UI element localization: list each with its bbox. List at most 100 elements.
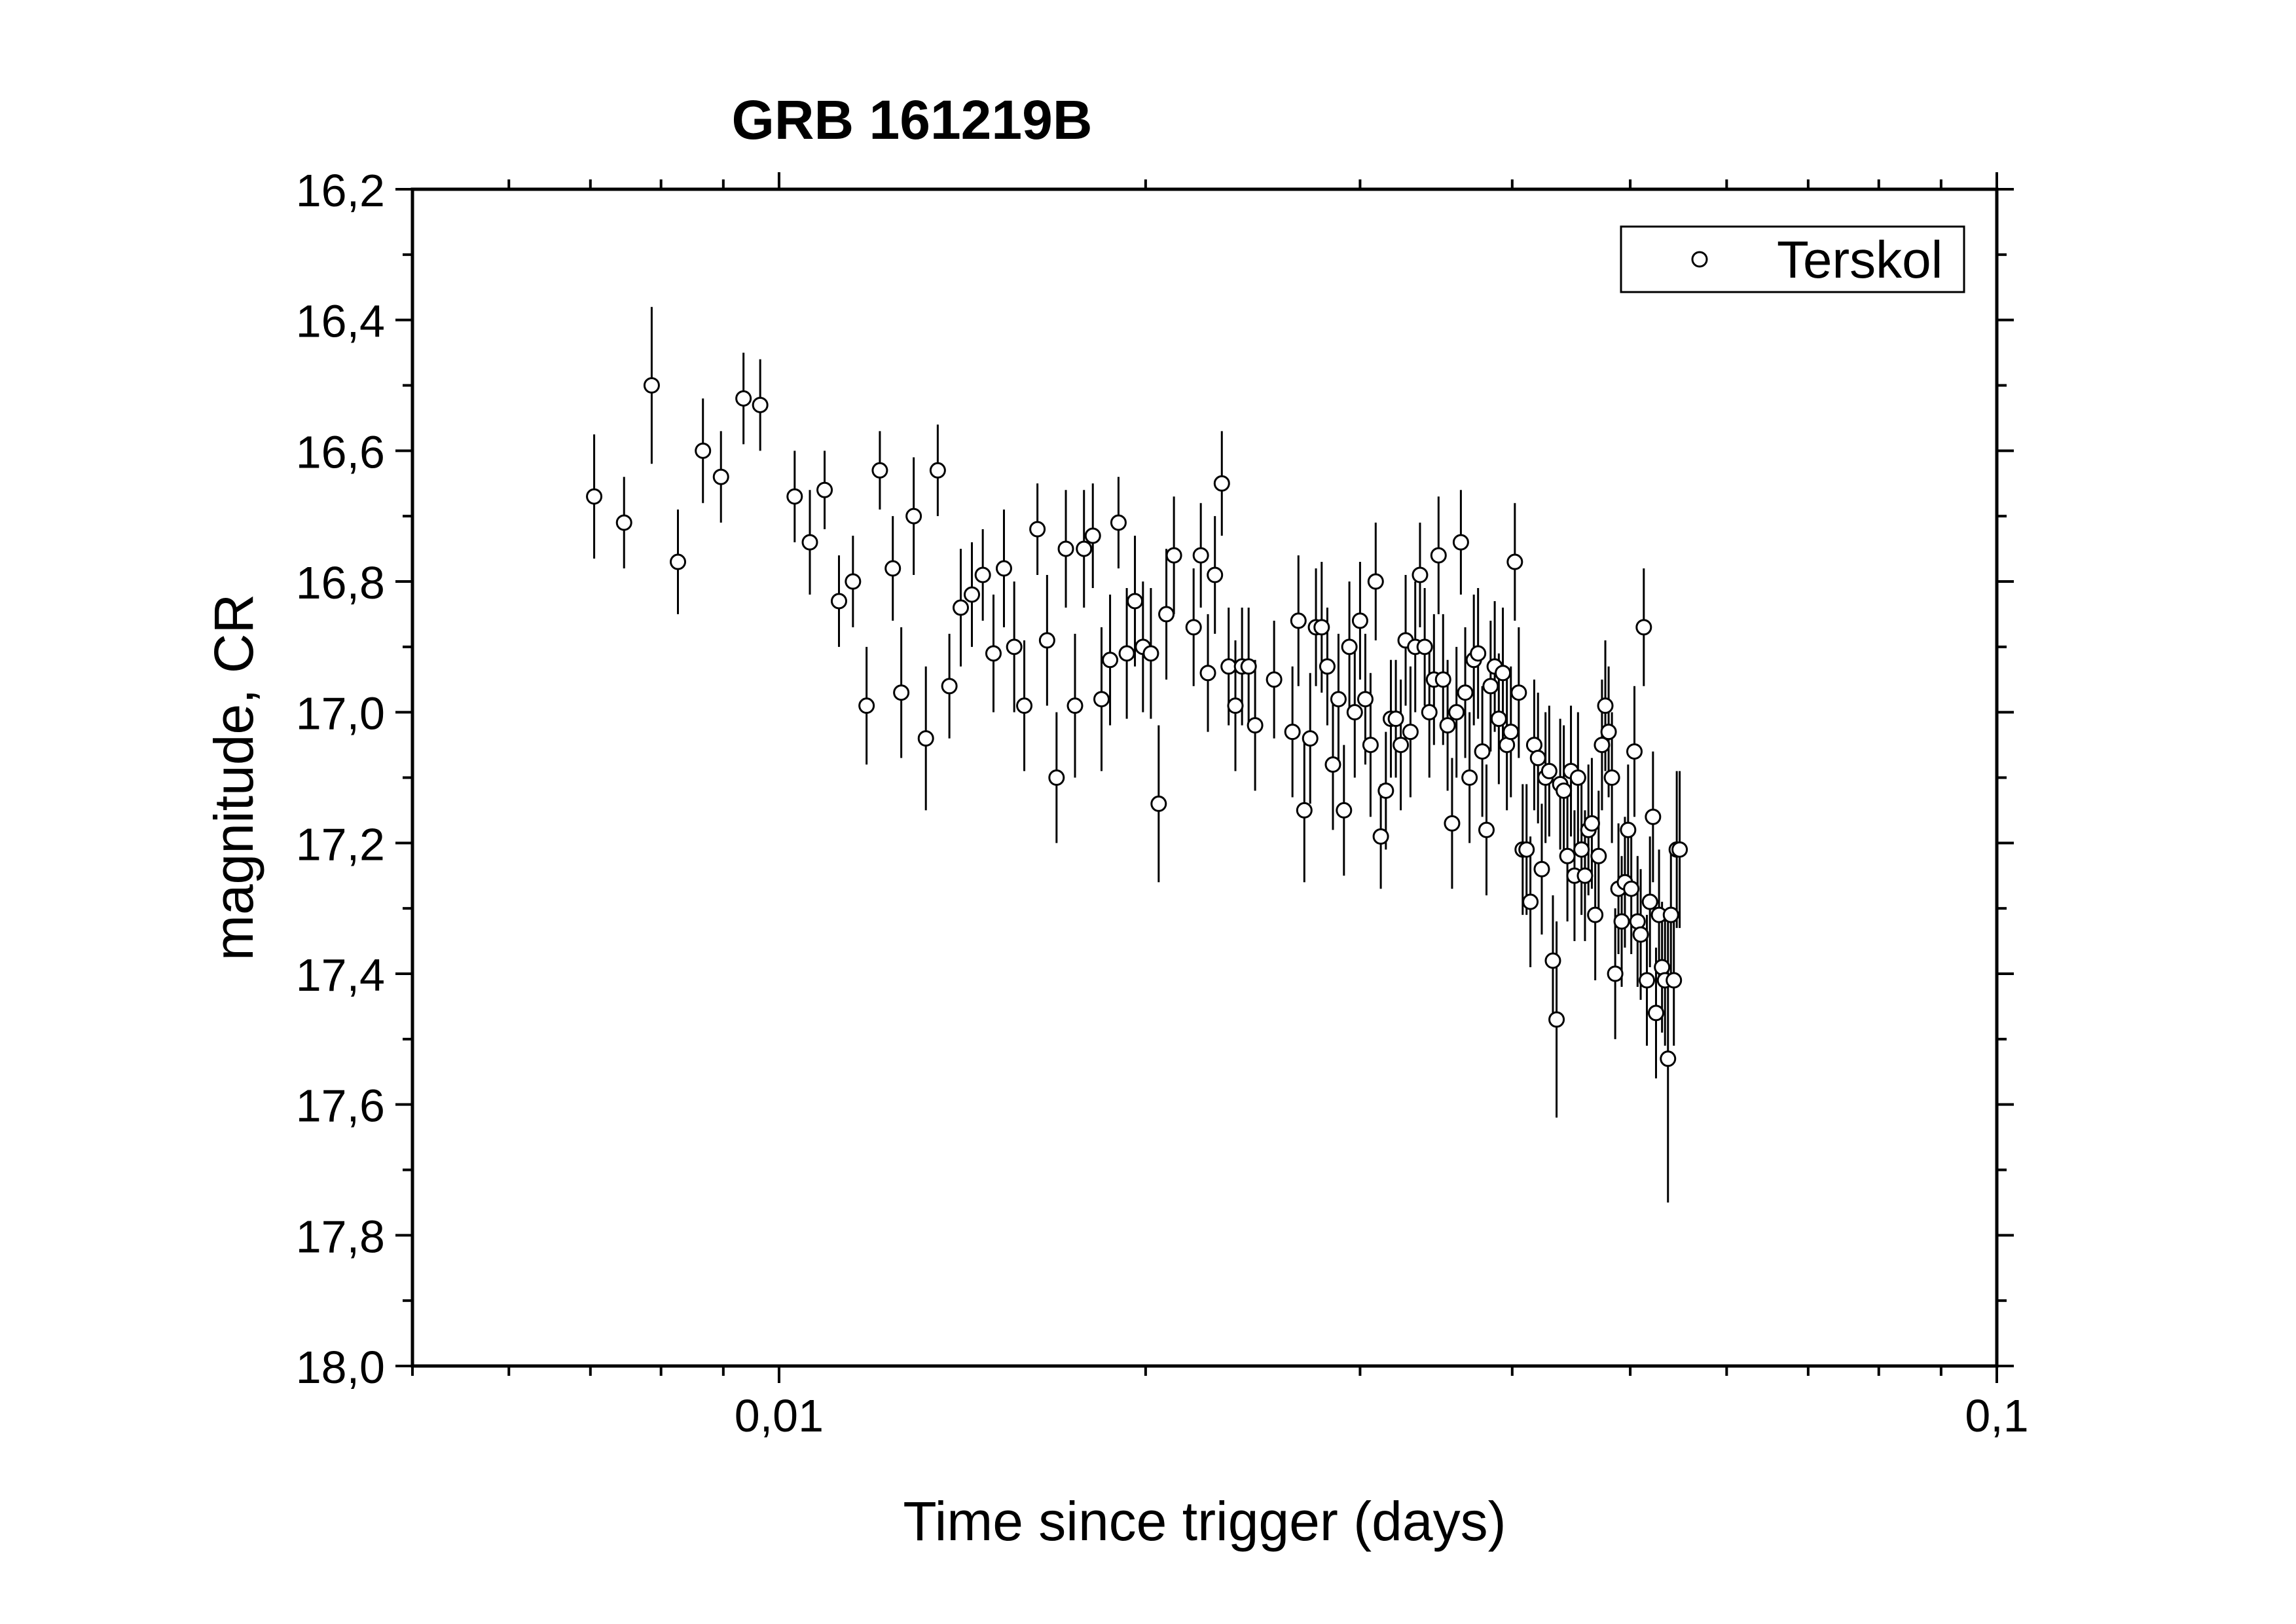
data-point bbox=[1452, 534, 1469, 551]
data-point bbox=[1632, 926, 1649, 943]
legend-marker bbox=[1691, 251, 1708, 268]
data-point bbox=[1165, 547, 1182, 564]
data-point bbox=[1387, 710, 1404, 728]
data-point bbox=[1647, 1005, 1664, 1022]
data-point bbox=[1645, 808, 1662, 825]
data-point bbox=[845, 573, 862, 590]
data-point bbox=[1185, 619, 1202, 636]
x-tick-label: 0,01 bbox=[735, 1390, 824, 1441]
data-point bbox=[1629, 913, 1646, 930]
legend-label: Terskol bbox=[1777, 231, 1942, 289]
data-point bbox=[1199, 665, 1216, 682]
data-point bbox=[929, 462, 946, 479]
data-point bbox=[995, 560, 1012, 577]
plot-frame bbox=[410, 187, 1999, 1368]
data-point bbox=[1066, 697, 1084, 714]
data-point bbox=[1142, 645, 1159, 662]
data-point bbox=[1603, 769, 1620, 786]
data-point bbox=[1660, 1050, 1677, 1067]
y-tick-label: 17,8 bbox=[296, 1211, 385, 1262]
data-point bbox=[786, 488, 803, 505]
data-point bbox=[1412, 566, 1429, 583]
data-point bbox=[1029, 521, 1046, 538]
data-point bbox=[1038, 632, 1055, 649]
data-point bbox=[1416, 638, 1433, 655]
y-tick-label: 17,2 bbox=[296, 819, 385, 870]
data-point bbox=[905, 507, 922, 525]
data-point bbox=[1544, 952, 1561, 969]
y-tick-labels: 16,2 16,4 16,6 16,8 17,0 17,2 17,4 17,6 17,8 18,0 bbox=[296, 165, 385, 1393]
data-point bbox=[1495, 665, 1512, 682]
data-point bbox=[1336, 802, 1353, 819]
data-point bbox=[735, 390, 752, 407]
data-point bbox=[1247, 717, 1264, 734]
data-point bbox=[1548, 1011, 1565, 1028]
data-point bbox=[615, 514, 632, 531]
data-point bbox=[1393, 737, 1410, 754]
x-tick-labels: 0,01 0,1 bbox=[735, 1390, 2029, 1441]
data-point bbox=[1284, 724, 1301, 741]
data-point bbox=[643, 377, 660, 394]
data-point bbox=[1613, 913, 1630, 930]
data-points bbox=[586, 377, 1688, 1067]
y-tick-label: 16,6 bbox=[296, 426, 385, 477]
data-point bbox=[1671, 841, 1688, 858]
data-point bbox=[1313, 619, 1330, 636]
data-point bbox=[1457, 684, 1474, 701]
data-point bbox=[1529, 750, 1546, 767]
data-point bbox=[816, 481, 833, 498]
data-point bbox=[858, 697, 875, 714]
data-point bbox=[1620, 821, 1637, 838]
data-point bbox=[1266, 671, 1283, 688]
data-point bbox=[752, 396, 769, 413]
data-point bbox=[1150, 795, 1167, 812]
data-point bbox=[1324, 756, 1341, 773]
data-point bbox=[974, 566, 991, 583]
data-point bbox=[830, 593, 847, 610]
y-tick-label: 18,0 bbox=[296, 1342, 385, 1393]
data-point bbox=[1296, 802, 1313, 819]
data-point bbox=[1503, 724, 1520, 741]
x-tick-label: 0,1 bbox=[1965, 1390, 2028, 1441]
data-point bbox=[1573, 841, 1590, 858]
data-point bbox=[1654, 959, 1671, 976]
data-point bbox=[941, 678, 958, 695]
data-point bbox=[1626, 743, 1643, 760]
data-point bbox=[1319, 658, 1336, 675]
data-point bbox=[1207, 566, 1224, 583]
data-point bbox=[1362, 737, 1379, 754]
data-point bbox=[1590, 847, 1607, 864]
data-point bbox=[1158, 606, 1175, 623]
data-point bbox=[1402, 724, 1419, 741]
data-point bbox=[1448, 704, 1465, 721]
data-point bbox=[1434, 671, 1451, 688]
y-tick-label: 16,4 bbox=[296, 296, 385, 347]
data-point bbox=[1482, 678, 1499, 695]
data-point bbox=[1367, 573, 1384, 590]
data-point bbox=[1510, 684, 1527, 701]
data-point bbox=[1490, 710, 1507, 728]
y-tick-label: 17,4 bbox=[296, 950, 385, 1001]
data-point bbox=[1461, 769, 1478, 786]
data-point bbox=[1583, 815, 1600, 832]
data-point bbox=[695, 442, 712, 459]
data-point bbox=[1076, 540, 1093, 557]
y-tick-label: 17,6 bbox=[296, 1080, 385, 1132]
data-point bbox=[1635, 619, 1652, 636]
data-point bbox=[1533, 860, 1550, 877]
data-point bbox=[985, 645, 1002, 662]
data-point bbox=[1341, 638, 1358, 655]
data-point bbox=[801, 534, 818, 551]
data-point bbox=[1430, 547, 1447, 564]
data-point bbox=[1666, 972, 1683, 989]
data-point bbox=[1192, 547, 1209, 564]
data-point bbox=[1607, 965, 1624, 982]
data-point bbox=[1084, 527, 1101, 544]
data-point bbox=[1518, 841, 1535, 858]
data-point bbox=[1102, 652, 1119, 669]
data-point bbox=[1357, 691, 1374, 708]
data-point bbox=[1351, 612, 1368, 629]
y-tick-label: 16,2 bbox=[296, 165, 385, 216]
data-point bbox=[1662, 906, 1679, 923]
